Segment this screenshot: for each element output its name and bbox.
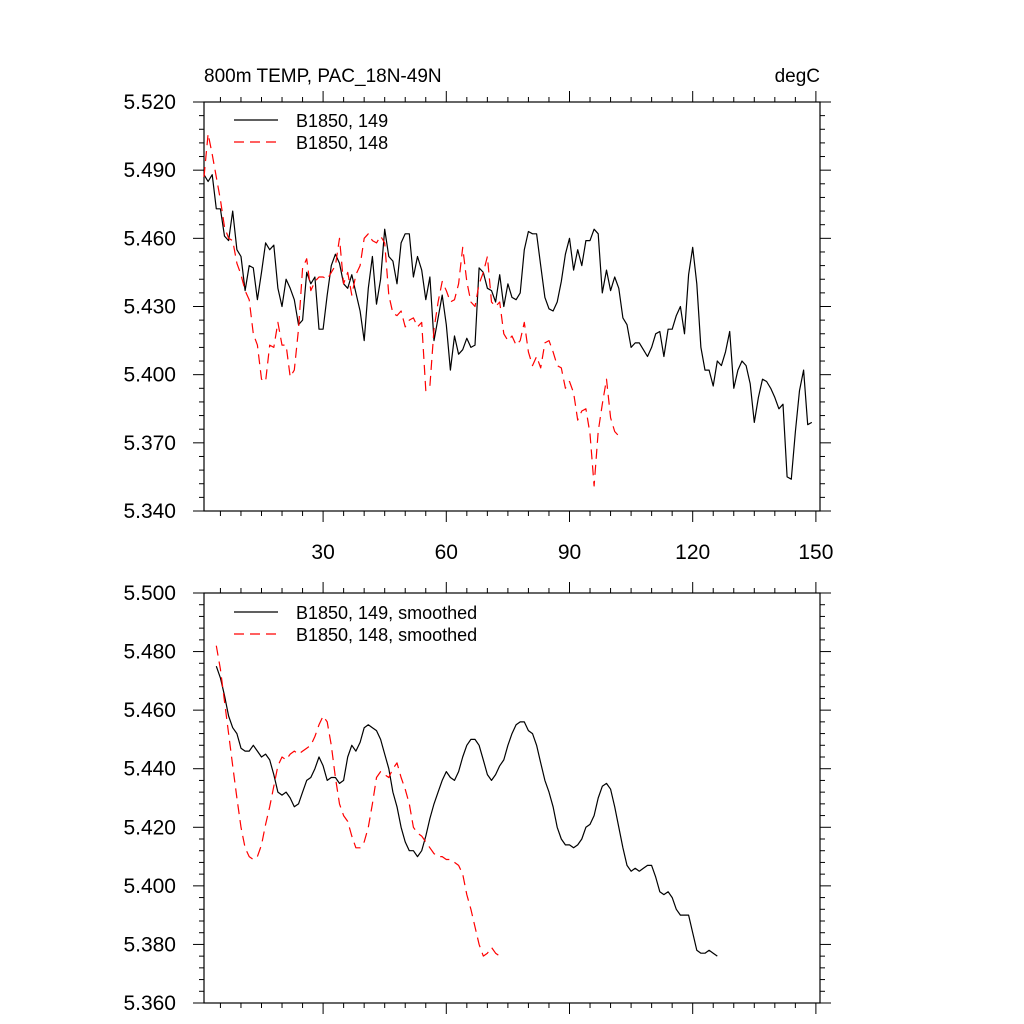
- y-tick-label: 5.460: [123, 699, 176, 722]
- y-tick-label: 5.360: [123, 992, 176, 1015]
- legend-label: B1850, 149, smoothed: [296, 603, 477, 623]
- y-tick-label: 5.480: [123, 641, 176, 664]
- y-tick-label: 5.380: [123, 933, 176, 956]
- y-tick-label: 5.520: [123, 91, 176, 114]
- chart-title: 800m TEMP, PAC_18N-49N: [204, 66, 442, 87]
- legend-label: B1850, 148, smoothed: [296, 625, 477, 645]
- x-tick-label: 30: [311, 541, 334, 564]
- series-line-b1850-149-smoothed: [215, 666, 718, 957]
- chart-units: degC: [775, 66, 820, 87]
- y-tick-label: 5.430: [123, 296, 176, 319]
- legend-label: B1850, 149: [296, 111, 388, 131]
- series-line-b1850-148-smoothed: [215, 645, 501, 957]
- x-tick-label: 60: [435, 541, 458, 564]
- plot-frame: [203, 592, 821, 1004]
- x-tick-label: 120: [675, 541, 710, 564]
- x-tick-label: 90: [558, 541, 581, 564]
- y-tick-label: 5.460: [123, 227, 176, 250]
- series-line-b1850-149: [203, 174, 813, 480]
- legend-label: B1850, 148: [296, 133, 388, 153]
- y-tick-label: 5.340: [123, 500, 176, 523]
- y-tick-label: 5.400: [123, 364, 176, 387]
- x-tick-label: 150: [798, 541, 833, 564]
- y-tick-label: 5.490: [123, 159, 176, 182]
- y-tick-label: 5.420: [123, 816, 176, 839]
- y-tick-label: 5.440: [123, 758, 176, 781]
- lower-panel: 5.360 5.380 5.400 5.420 5.440 5.460 5.480 5.500…: [123, 582, 831, 1015]
- y-tick-label: 5.370: [123, 432, 176, 455]
- upper-panel: 30 60 90 120 150 5.340 5.370 5.400 5.430 5.460 5.4…: [123, 66, 833, 564]
- plot-frame: [203, 101, 821, 512]
- series-line-b1850-148: [203, 133, 620, 487]
- y-tick-label: 5.500: [123, 582, 176, 605]
- y-tick-label: 5.400: [123, 875, 176, 898]
